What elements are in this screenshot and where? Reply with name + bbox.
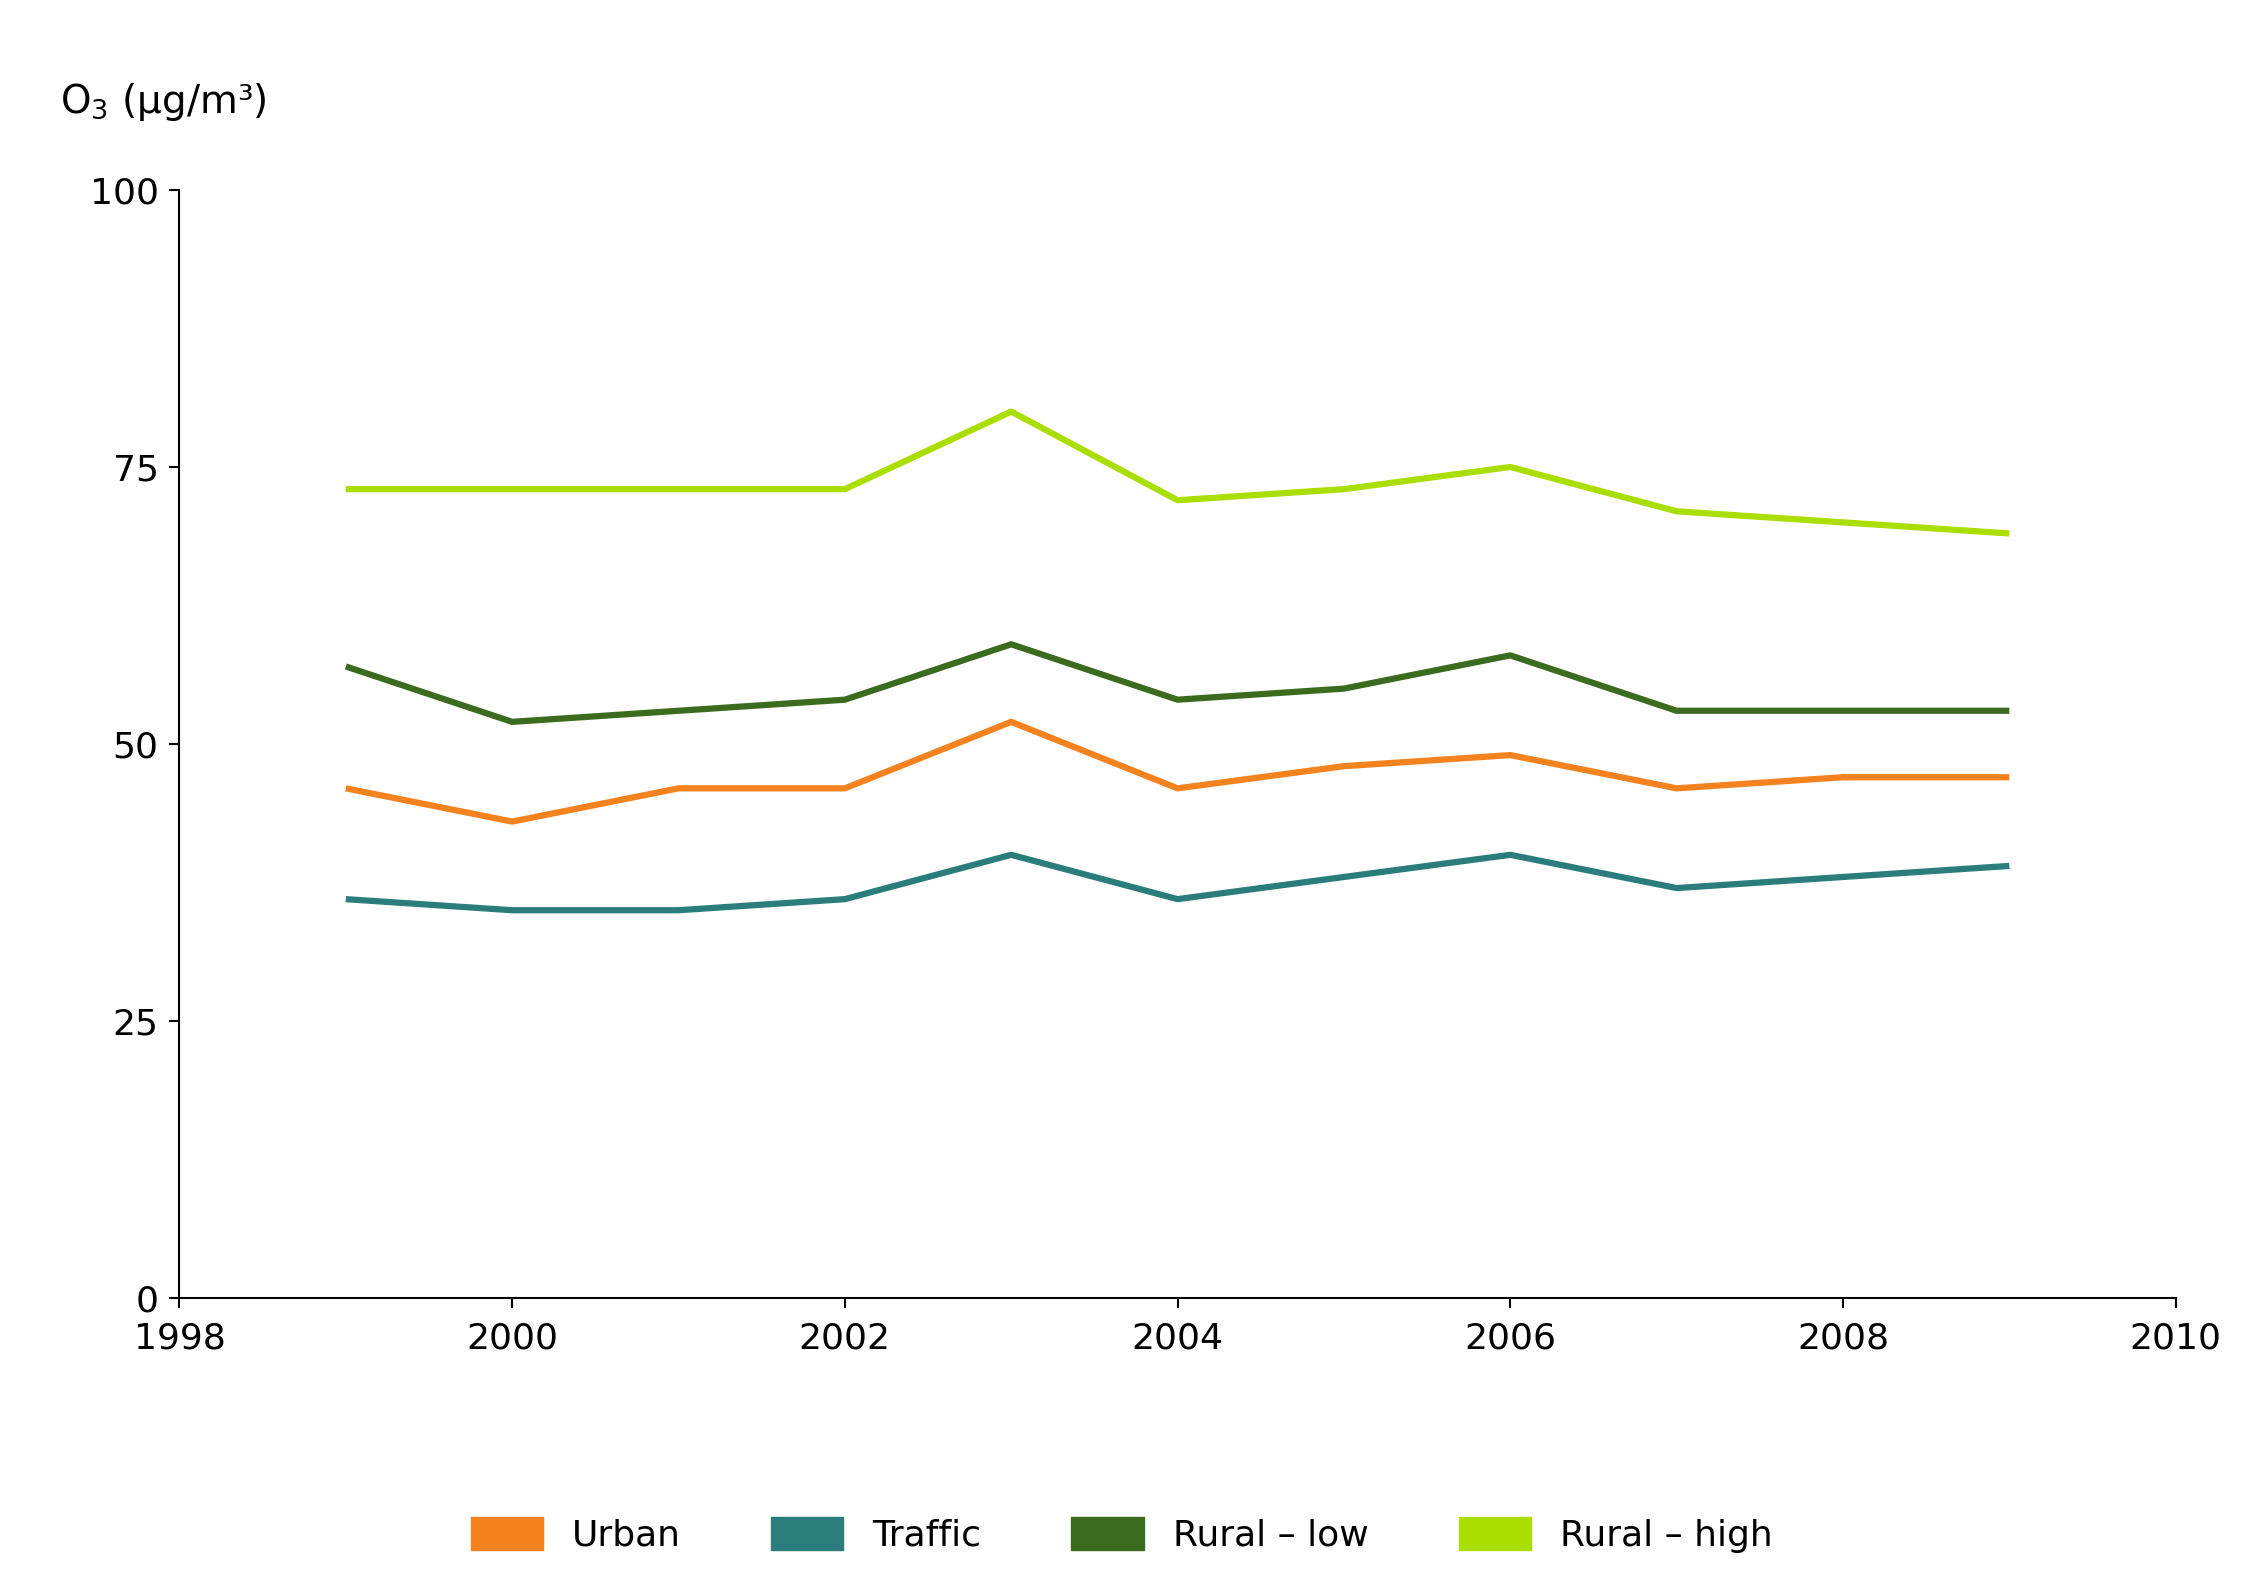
Legend: Urban, Traffic, Rural – low, Rural – high: Urban, Traffic, Rural – low, Rural – hig…	[455, 1502, 1788, 1567]
Text: O$_3$ (μg/m³): O$_3$ (μg/m³)	[61, 81, 267, 123]
